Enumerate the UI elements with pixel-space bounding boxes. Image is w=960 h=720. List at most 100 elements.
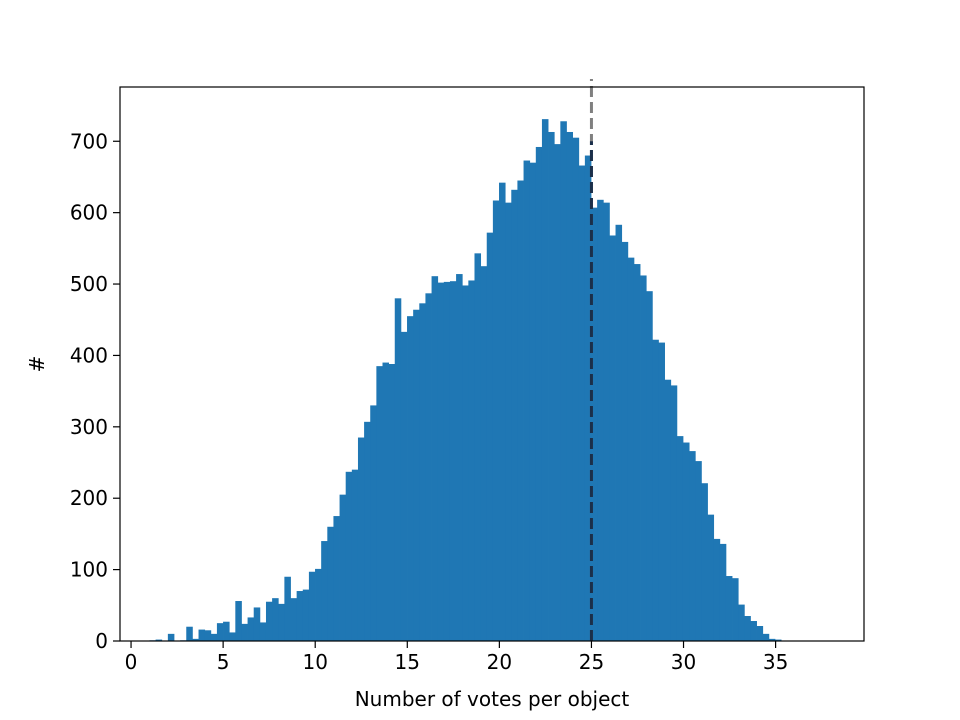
histogram-bar xyxy=(253,607,261,641)
histogram-bar xyxy=(615,224,623,642)
histogram-bar xyxy=(345,471,353,641)
histogram-bar xyxy=(486,232,494,641)
histogram-bar xyxy=(413,309,420,641)
histogram-bar xyxy=(376,366,383,641)
histogram-bar xyxy=(774,639,782,641)
histogram-bar xyxy=(725,576,733,641)
histogram-bar xyxy=(308,571,316,641)
histogram-bar xyxy=(554,144,561,642)
histogram-bar xyxy=(315,568,322,641)
histogram-bar xyxy=(449,281,457,641)
histogram-bar xyxy=(333,516,340,641)
histogram-bar xyxy=(302,589,310,641)
histogram-bar xyxy=(474,253,482,641)
y-tick-label: 600 xyxy=(70,201,108,225)
histogram-bar xyxy=(247,617,255,641)
histogram-bar xyxy=(529,162,537,641)
histogram-bar xyxy=(351,469,359,641)
histogram-bar xyxy=(744,616,751,641)
histogram-bar xyxy=(223,621,230,641)
histogram-bar xyxy=(713,538,721,641)
histogram-bar xyxy=(431,276,439,641)
histogram-bar xyxy=(603,202,610,641)
histogram-bar xyxy=(658,342,665,641)
histogram-bar xyxy=(210,633,218,641)
histogram-bar xyxy=(732,578,739,641)
x-tick-label: 10 xyxy=(302,650,327,674)
y-tick-label: 100 xyxy=(70,558,108,582)
histogram-bar xyxy=(327,526,334,641)
plot-frame xyxy=(119,86,865,642)
y-tick-label: 300 xyxy=(70,415,108,439)
histogram-bar xyxy=(541,119,549,641)
histogram-bar xyxy=(627,257,635,641)
histogram-bar xyxy=(707,514,715,641)
histogram-bar xyxy=(535,146,543,641)
histogram-bar xyxy=(499,182,506,641)
x-axis-label: Number of votes per object xyxy=(355,687,630,711)
histogram-bar xyxy=(584,155,592,642)
histogram-bar xyxy=(468,280,475,641)
histogram-bar xyxy=(719,543,727,641)
histogram-bar xyxy=(560,121,567,641)
histogram-bar xyxy=(682,442,690,641)
x-tick-label: 0 xyxy=(125,650,138,674)
histogram-bar xyxy=(768,638,776,641)
histogram-bar xyxy=(216,623,224,641)
y-tick-label: 400 xyxy=(70,343,108,367)
histogram-bar xyxy=(566,131,573,642)
histogram-bar xyxy=(388,364,396,641)
histogram-bar xyxy=(192,638,199,641)
histogram-bar xyxy=(701,483,708,641)
histogram-bar xyxy=(548,131,555,642)
histogram-bar xyxy=(364,421,371,641)
histogram-bar xyxy=(167,633,175,641)
histogram-bar xyxy=(186,626,193,641)
histogram-bar xyxy=(689,451,696,641)
histogram-bar xyxy=(198,629,206,641)
histogram-bar xyxy=(155,639,163,641)
histogram-bar xyxy=(278,603,285,641)
histogram-bar xyxy=(597,199,604,642)
histogram-bar xyxy=(443,281,451,641)
x-tick-label: 35 xyxy=(763,650,788,674)
y-axis-ticks: 0 100 200 300 400 500 600 700 xyxy=(70,129,120,653)
histogram-bar xyxy=(290,598,298,641)
y-tick-label: 0 xyxy=(95,629,108,653)
histogram-bar xyxy=(609,235,616,642)
histogram-bar xyxy=(437,282,445,641)
x-tick-label: 30 xyxy=(671,650,696,674)
histogram-bar xyxy=(462,285,469,641)
histogram-bar xyxy=(695,461,702,641)
y-tick-label: 500 xyxy=(70,272,108,296)
histogram-bar xyxy=(425,293,432,641)
y-tick-label: 700 xyxy=(70,129,108,153)
histogram-bar xyxy=(370,405,377,641)
histogram-bar xyxy=(652,339,659,641)
histogram-bar xyxy=(272,598,279,641)
bars-group xyxy=(149,119,782,642)
histogram-bar xyxy=(419,303,426,641)
histogram-bar xyxy=(339,494,347,641)
histogram-bar xyxy=(762,633,770,641)
histogram-bar xyxy=(265,601,273,641)
histogram-bar xyxy=(394,298,402,641)
x-axis-ticks: 0 5 10 15 20 25 30 35 xyxy=(125,641,788,674)
histogram-bar xyxy=(505,202,512,641)
histogram-bar xyxy=(646,291,653,641)
y-axis-label: # xyxy=(25,356,49,373)
histogram-bar xyxy=(382,362,390,641)
histogram-bar xyxy=(738,604,745,641)
histogram-bar xyxy=(241,623,248,641)
histogram-bar xyxy=(229,632,236,641)
histogram-bar xyxy=(621,241,629,642)
histogram-bar xyxy=(296,591,304,641)
histogram-bar xyxy=(750,621,757,641)
histogram-bar xyxy=(492,200,500,641)
histogram-bar xyxy=(400,331,408,641)
histogram-bar xyxy=(756,626,764,641)
x-tick-label: 15 xyxy=(395,650,420,674)
histogram-bar xyxy=(640,275,647,641)
histogram-bar xyxy=(456,274,463,641)
histogram-bar xyxy=(321,541,328,641)
